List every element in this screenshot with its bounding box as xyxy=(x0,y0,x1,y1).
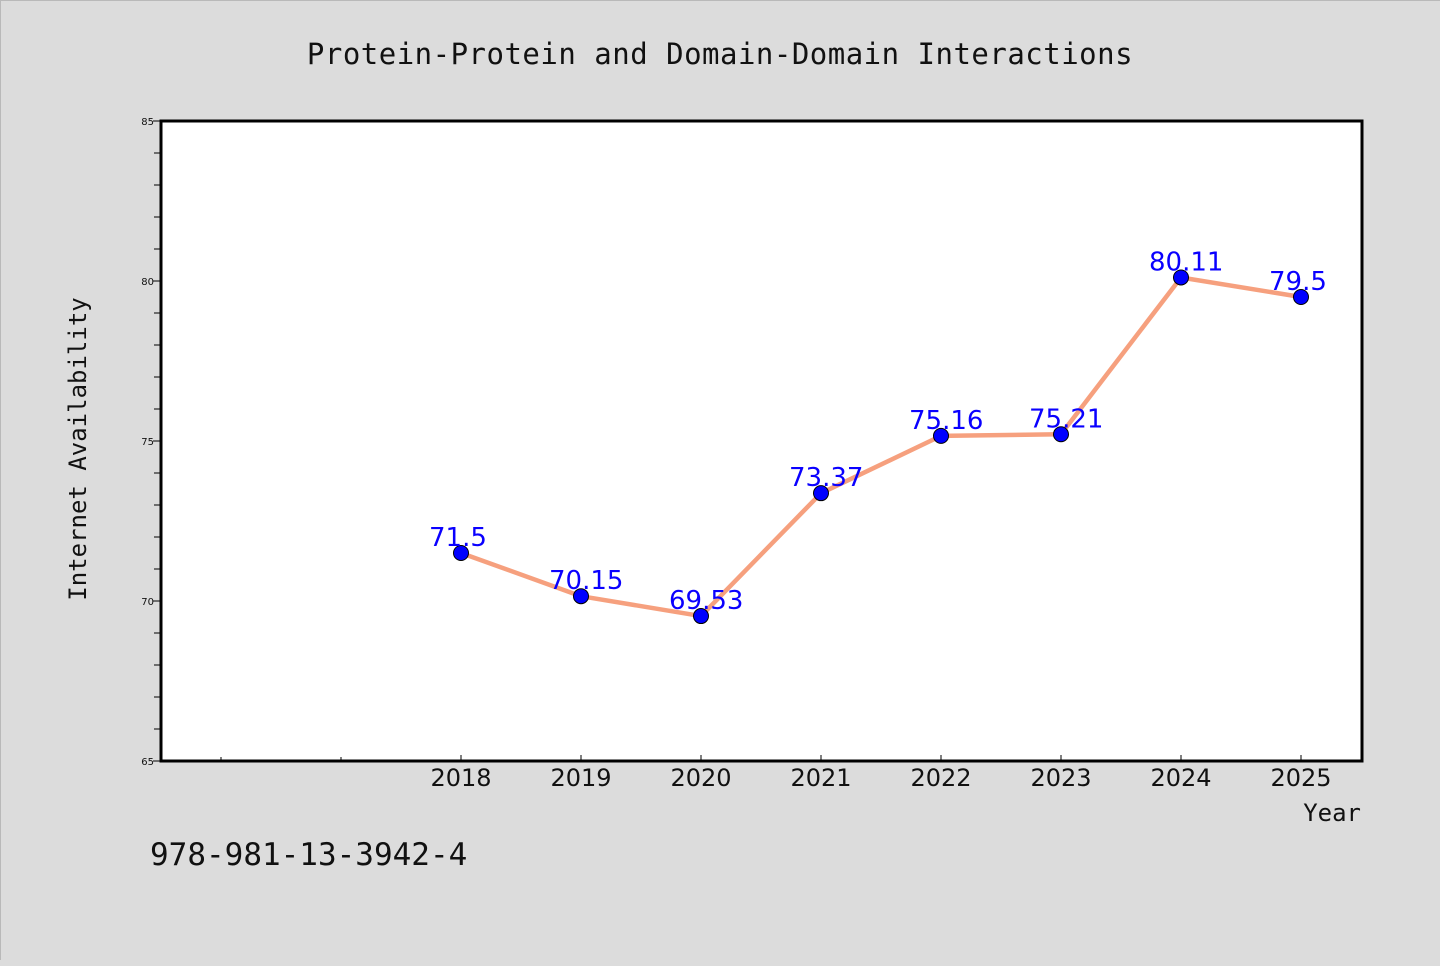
data-label: 70.15 xyxy=(549,566,623,596)
x-tick-label: 2021 xyxy=(790,764,851,792)
data-point xyxy=(573,588,589,605)
y-axis-label: Internet Availability xyxy=(64,297,92,600)
data-point xyxy=(813,485,829,502)
x-tick-label: 2023 xyxy=(1030,764,1091,792)
x-axis-label: Year xyxy=(1303,799,1361,827)
x-tick-label: 2018 xyxy=(430,764,491,792)
data-label: 73.37 xyxy=(789,463,863,493)
data-point xyxy=(1293,289,1309,305)
data-label: 69.53 xyxy=(669,586,743,616)
data-point xyxy=(453,545,469,561)
chart-title: Protein-Protein and Domain-Domain Intera… xyxy=(307,37,1133,71)
data-point xyxy=(1053,426,1069,443)
data-label: 79.5 xyxy=(1269,267,1327,297)
isbn-text: 978-981-13-3942-4 xyxy=(150,837,467,873)
x-tick-label: 2025 xyxy=(1270,764,1331,792)
series-line xyxy=(458,275,1304,619)
x-tick-label: 2024 xyxy=(1150,764,1211,792)
y-tick-label: 80 xyxy=(141,277,154,288)
data-label: 71.5 xyxy=(429,523,487,553)
x-tick-label: 2019 xyxy=(550,764,611,792)
x-tick-label: 2020 xyxy=(670,764,731,792)
series-group: 71.5 70.15 69.53 73.37 75.16 75.21 80.11 79.5 xyxy=(429,247,1327,625)
y-axis: 65 70 75 80 85 xyxy=(141,117,161,768)
data-point xyxy=(1173,269,1189,286)
data-label: 75.21 xyxy=(1029,404,1103,434)
y-tick-label: 70 xyxy=(141,597,154,608)
plot-area xyxy=(159,119,1364,763)
data-point xyxy=(933,427,949,444)
data-point xyxy=(693,608,709,625)
x-tick-label: 2022 xyxy=(910,764,971,792)
data-label: 75.16 xyxy=(909,406,983,436)
y-tick-label: 85 xyxy=(141,117,154,128)
y-tick-label: 65 xyxy=(141,757,154,768)
x-axis: 2018 2019 2020 2021 2022 2023 2024 2025 xyxy=(220,755,1332,792)
y-tick-label: 75 xyxy=(141,437,154,448)
data-label: 80.11 xyxy=(1149,247,1223,277)
